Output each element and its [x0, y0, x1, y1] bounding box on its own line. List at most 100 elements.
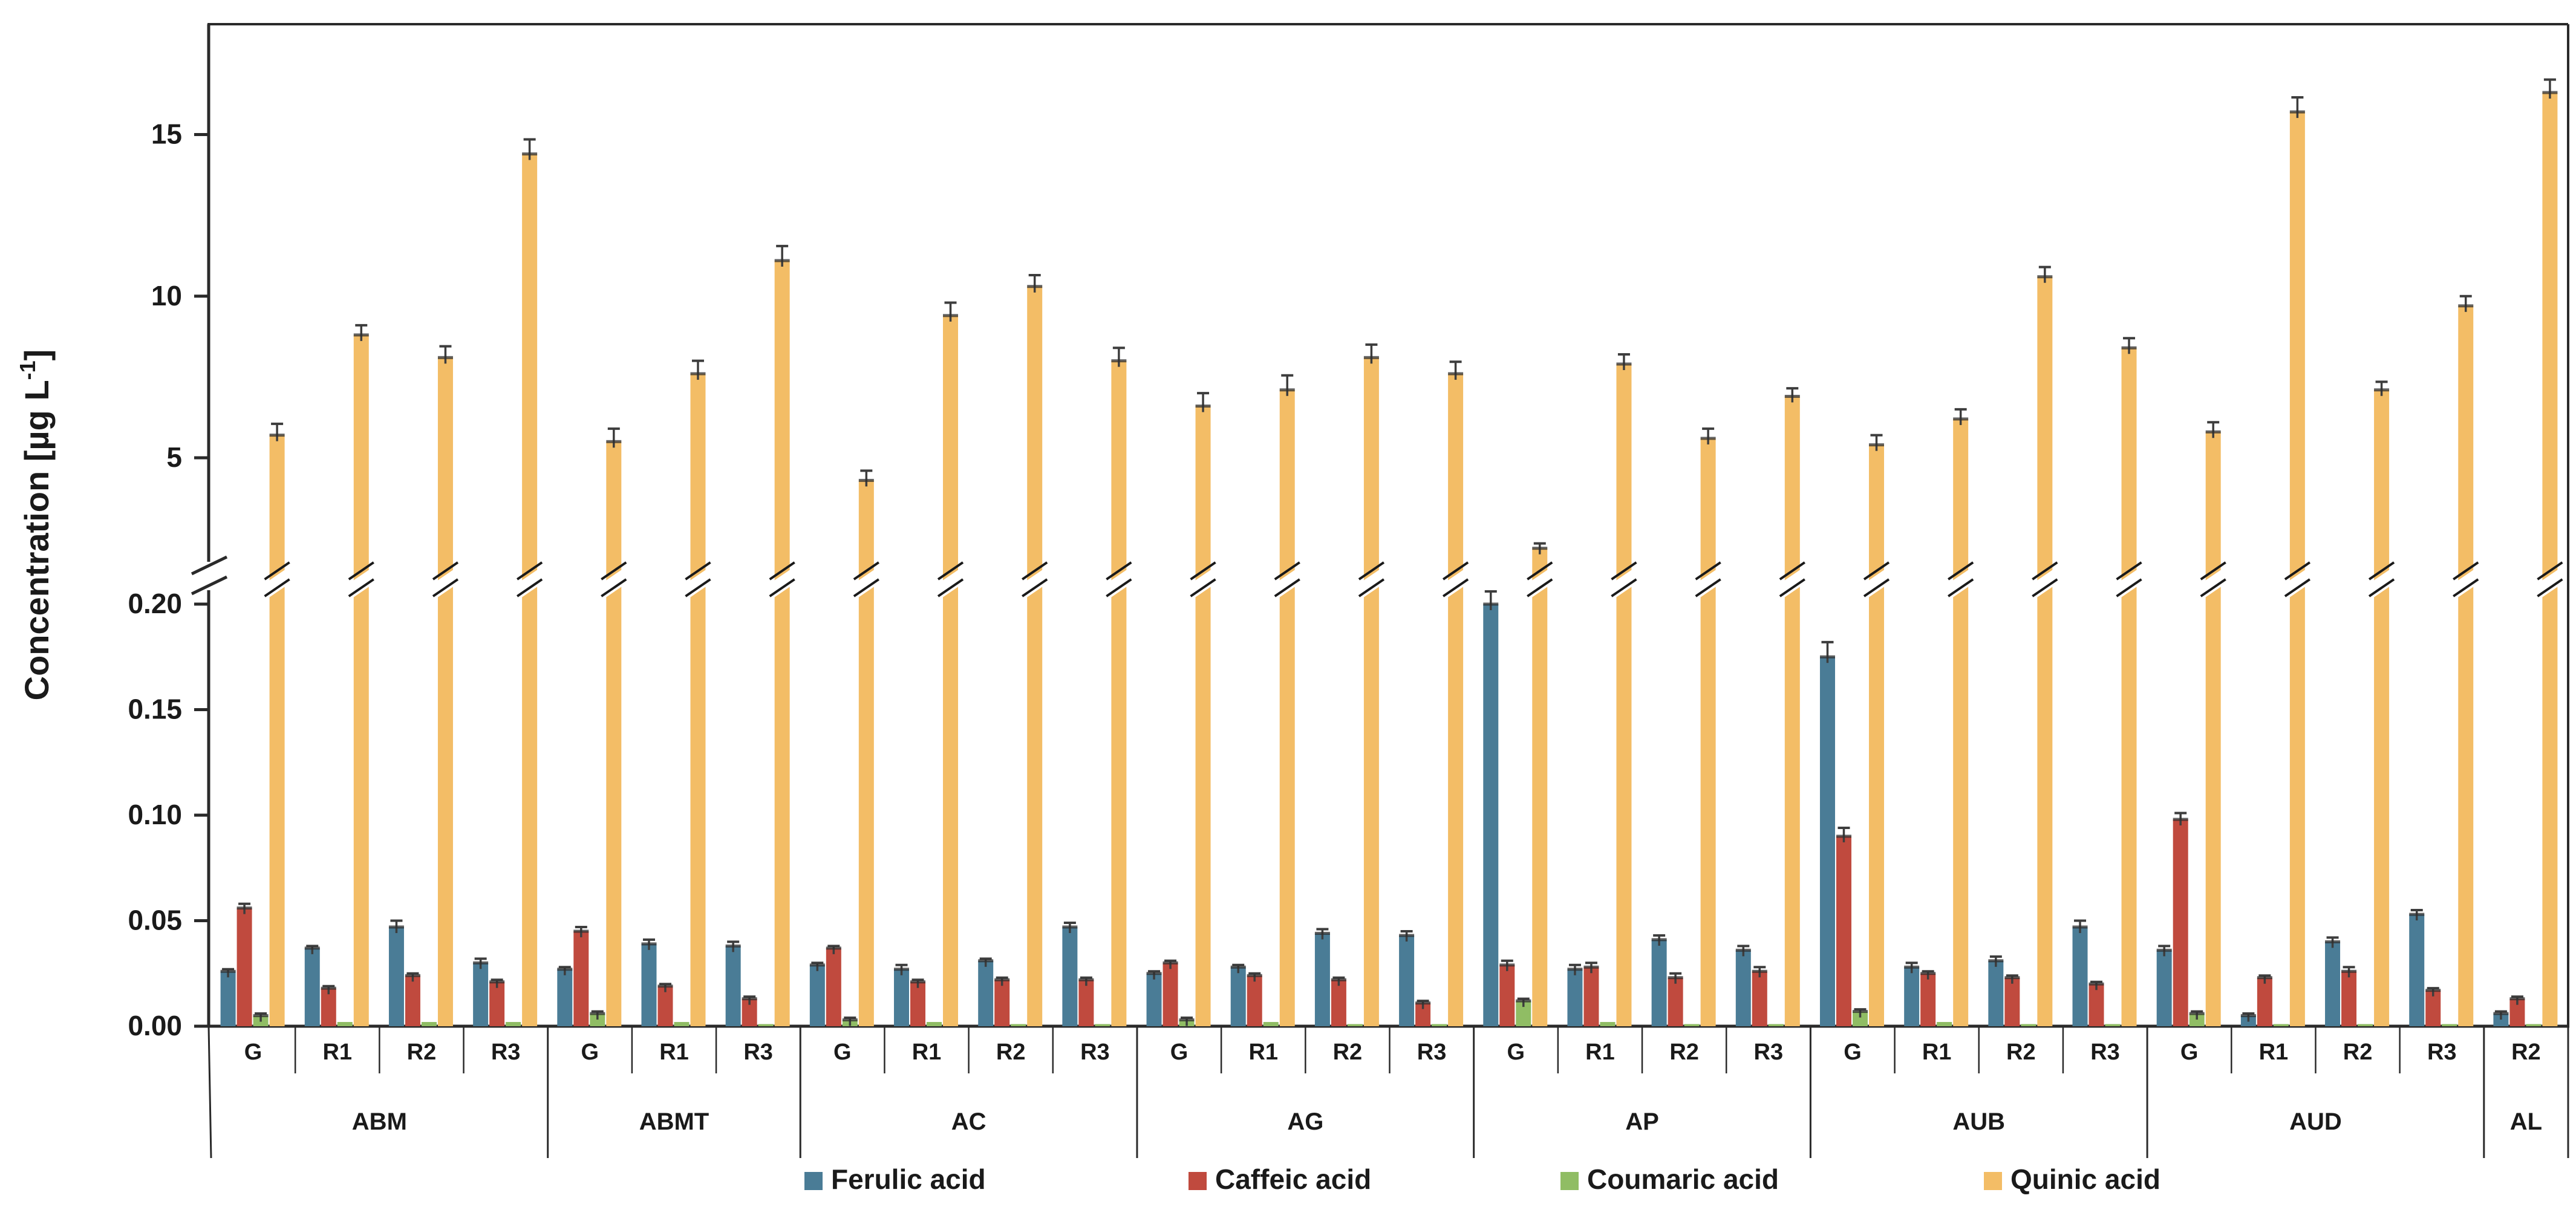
bar-break-slash	[432, 561, 459, 581]
bar-ferulic-16	[1567, 969, 1583, 1026]
bar-break-slash	[1106, 578, 1132, 597]
bar-caffeic-11	[1162, 963, 1178, 1026]
bar-coumaric-17	[1684, 1024, 1700, 1026]
subgroup-label: R2	[407, 1040, 437, 1065]
error-bar-lower-cap	[2425, 989, 2441, 992]
error-bar-lower-cap	[1735, 948, 1751, 952]
bar-caffeic-7	[826, 948, 841, 1026]
bar-quinic-6	[774, 260, 790, 1027]
error-bar-lower-cap	[1363, 356, 1379, 359]
bar-ferulic-1	[304, 948, 320, 1026]
bar-break-slash	[1022, 578, 1048, 597]
subgroup-label: R1	[1248, 1040, 1278, 1065]
subgroup-label: R2	[2343, 1040, 2373, 1065]
bar-quinic-15	[1532, 548, 1548, 1026]
error-bar-lower-cap	[2341, 969, 2357, 973]
bar-quinic-11	[1195, 406, 1211, 1026]
bar-quinic-16	[1616, 363, 1632, 1026]
bar-break-slash	[2116, 578, 2142, 597]
error-bar-lower-cap	[1516, 999, 1531, 1003]
bar-caffeic-12	[1247, 975, 1262, 1026]
bar-break-slash	[2032, 578, 2058, 597]
bar-ferulic-20	[1904, 967, 1920, 1026]
subgroup-label: G	[1170, 1040, 1189, 1065]
bar-break-slash	[2116, 561, 2142, 581]
bar-break-slash	[2537, 561, 2563, 581]
bar-coumaric-1	[337, 1022, 353, 1026]
bar-break-slash	[685, 578, 711, 597]
legend-label-caffeic: Caffeic acid	[1215, 1163, 1371, 1195]
error-bar-lower-cap	[1027, 285, 1043, 288]
bar-ferulic-0	[220, 971, 236, 1026]
bar-caffeic-1	[321, 988, 336, 1026]
bar-coumaric-9	[1011, 1024, 1026, 1026]
bar-caffeic-23	[2173, 819, 2188, 1026]
bar-break-slash	[769, 561, 795, 581]
subgroup-label: G	[2180, 1040, 2199, 1065]
error-bar-lower-cap	[1162, 961, 1178, 965]
bar-break-slash	[937, 578, 964, 597]
error-bar-lower-cap	[1179, 1018, 1195, 1022]
bar-quinic-17	[1700, 438, 1716, 1026]
legend-swatch-caffeic	[1189, 1172, 1207, 1190]
error-bar-lower-cap	[1651, 938, 1667, 942]
bar-break-slash	[1611, 561, 1637, 581]
error-bar-lower-cap	[573, 929, 589, 933]
bar-break-slash	[2537, 578, 2563, 597]
error-bar-lower-cap	[1146, 972, 1162, 975]
error-bar-lower-cap	[220, 969, 236, 973]
bar-ferulic-4	[557, 969, 573, 1026]
bar-ferulic-2	[388, 926, 404, 1026]
subgroup-label: R1	[912, 1040, 942, 1065]
bar-caffeic-9	[994, 980, 1010, 1026]
bar-break-slash	[1190, 578, 1216, 597]
bar-break-slash	[516, 561, 543, 581]
bar-break-slash	[1948, 561, 1974, 581]
error-bar-lower-cap	[1448, 372, 1464, 376]
bar-coumaric-25	[2358, 1024, 2373, 1026]
subgroup-label: G	[1844, 1040, 1862, 1065]
bar-coumaric-8	[927, 1022, 942, 1026]
bar-break-slash	[1274, 561, 1300, 581]
subgroup-label: R2	[996, 1040, 1026, 1065]
subgroup-label: R2	[2511, 1040, 2541, 1065]
bar-coumaric-10	[1095, 1024, 1110, 1026]
bar-ferulic-21	[1988, 960, 2004, 1026]
bar-caffeic-21	[2004, 977, 2020, 1026]
error-bar-lower-cap	[557, 968, 573, 971]
bar-break-slash	[2284, 578, 2311, 597]
subgroup-label: R1	[1585, 1040, 1615, 1065]
bar-coumaric-4	[590, 1014, 605, 1026]
error-bar-lower-cap	[1616, 362, 1632, 366]
bar-break-slash	[685, 561, 711, 581]
error-bar-lower-cap	[388, 925, 404, 929]
bar-break-slash	[1190, 561, 1216, 581]
bar-caffeic-16	[1583, 967, 1599, 1026]
error-bar-lower-cap	[1953, 417, 1969, 421]
error-bar-lower-cap	[809, 963, 825, 967]
subgroup-label: G	[244, 1040, 262, 1065]
error-bar-lower-cap	[826, 946, 841, 950]
bar-ferulic-26	[2409, 914, 2425, 1026]
bar-ferulic-23	[2156, 950, 2172, 1026]
bar-break-slash	[264, 578, 290, 597]
bar-quinic-9	[1027, 286, 1043, 1027]
subgroup-label: G	[581, 1040, 599, 1065]
legend-label-coumaric: Coumaric acid	[1587, 1163, 1779, 1195]
error-bar-lower-cap	[1819, 655, 1835, 659]
bar-quinic-5	[690, 374, 706, 1026]
error-bar-lower-cap	[1700, 437, 1716, 440]
error-bar-lower-cap	[1415, 1001, 1431, 1005]
bar-quinic-18	[1784, 396, 1800, 1026]
bar-break-slash	[1106, 561, 1132, 581]
bar-caffeic-10	[1078, 980, 1094, 1026]
error-bar-lower-cap	[1331, 978, 1346, 981]
bar-coumaric-5	[674, 1022, 690, 1026]
bar-coumaric-6	[758, 1024, 774, 1026]
bar-break-slash	[348, 561, 374, 581]
bar-break-slash	[2453, 561, 2479, 581]
subgroup-label: G	[1507, 1040, 1525, 1065]
bar-break-slash	[2200, 561, 2226, 581]
bar-caffeic-3	[489, 981, 505, 1026]
subgroup-label: R3	[1754, 1040, 1784, 1065]
